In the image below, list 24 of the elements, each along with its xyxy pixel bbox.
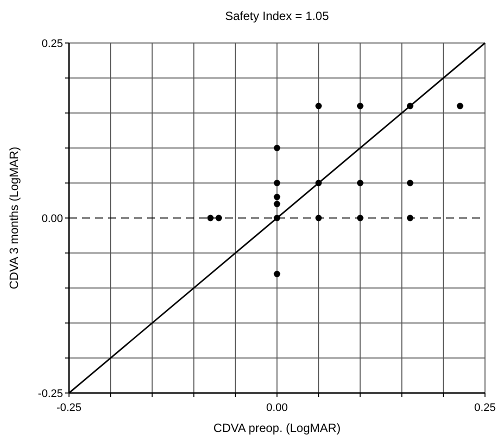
point — [456, 102, 464, 110]
y-tick-label: 0.00 — [42, 213, 63, 225]
point — [357, 102, 364, 110]
x-tick-label: -0.25 — [56, 402, 82, 414]
point — [406, 180, 414, 186]
point — [274, 270, 280, 278]
x-axis-title: CDVA preop. (LogMAR) — [213, 421, 341, 435]
point — [315, 214, 322, 222]
x-tick-label: 0.00 — [266, 402, 288, 414]
point — [406, 214, 414, 222]
point — [357, 180, 364, 186]
point — [274, 200, 280, 208]
chart-title: Safety Index = 1.05 — [225, 9, 330, 23]
x-tick-label: 0.25 — [474, 402, 496, 414]
point — [274, 180, 280, 186]
point — [274, 194, 280, 200]
point — [207, 214, 214, 222]
y-axis-title: CDVA 3 months (LogMAR) — [7, 146, 21, 290]
point — [315, 102, 322, 110]
point — [274, 144, 280, 152]
point — [357, 214, 364, 222]
y-tick-label: -0.25 — [38, 388, 63, 400]
y-tick-label: 0.25 — [42, 38, 63, 50]
point — [216, 214, 222, 222]
